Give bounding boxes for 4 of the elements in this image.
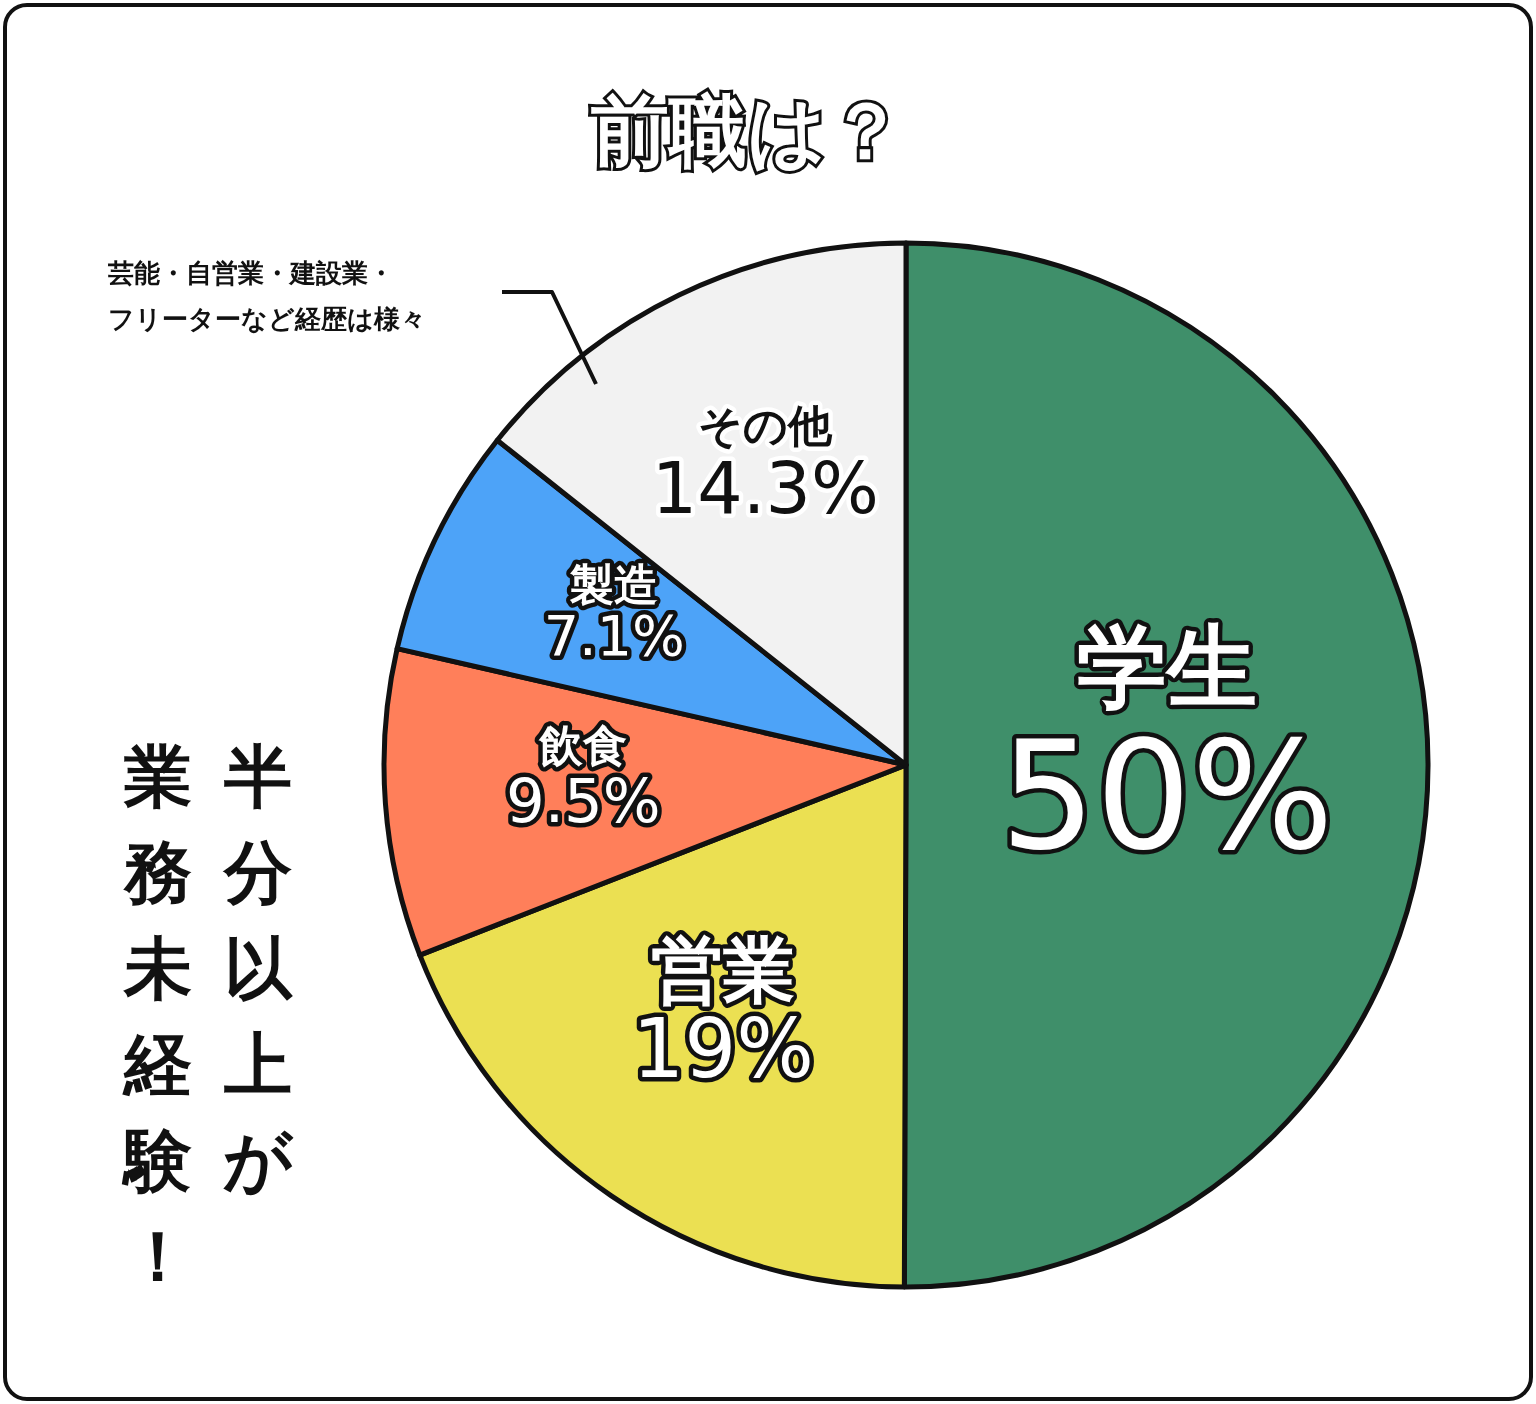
text: 業務未経験！ — [121, 737, 192, 1296]
text: 半分以上が — [222, 737, 294, 1200]
text: 芸能・自営業・建設業・ — [107, 258, 394, 288]
text: フリーターなど経歴は様々 — [108, 304, 426, 334]
